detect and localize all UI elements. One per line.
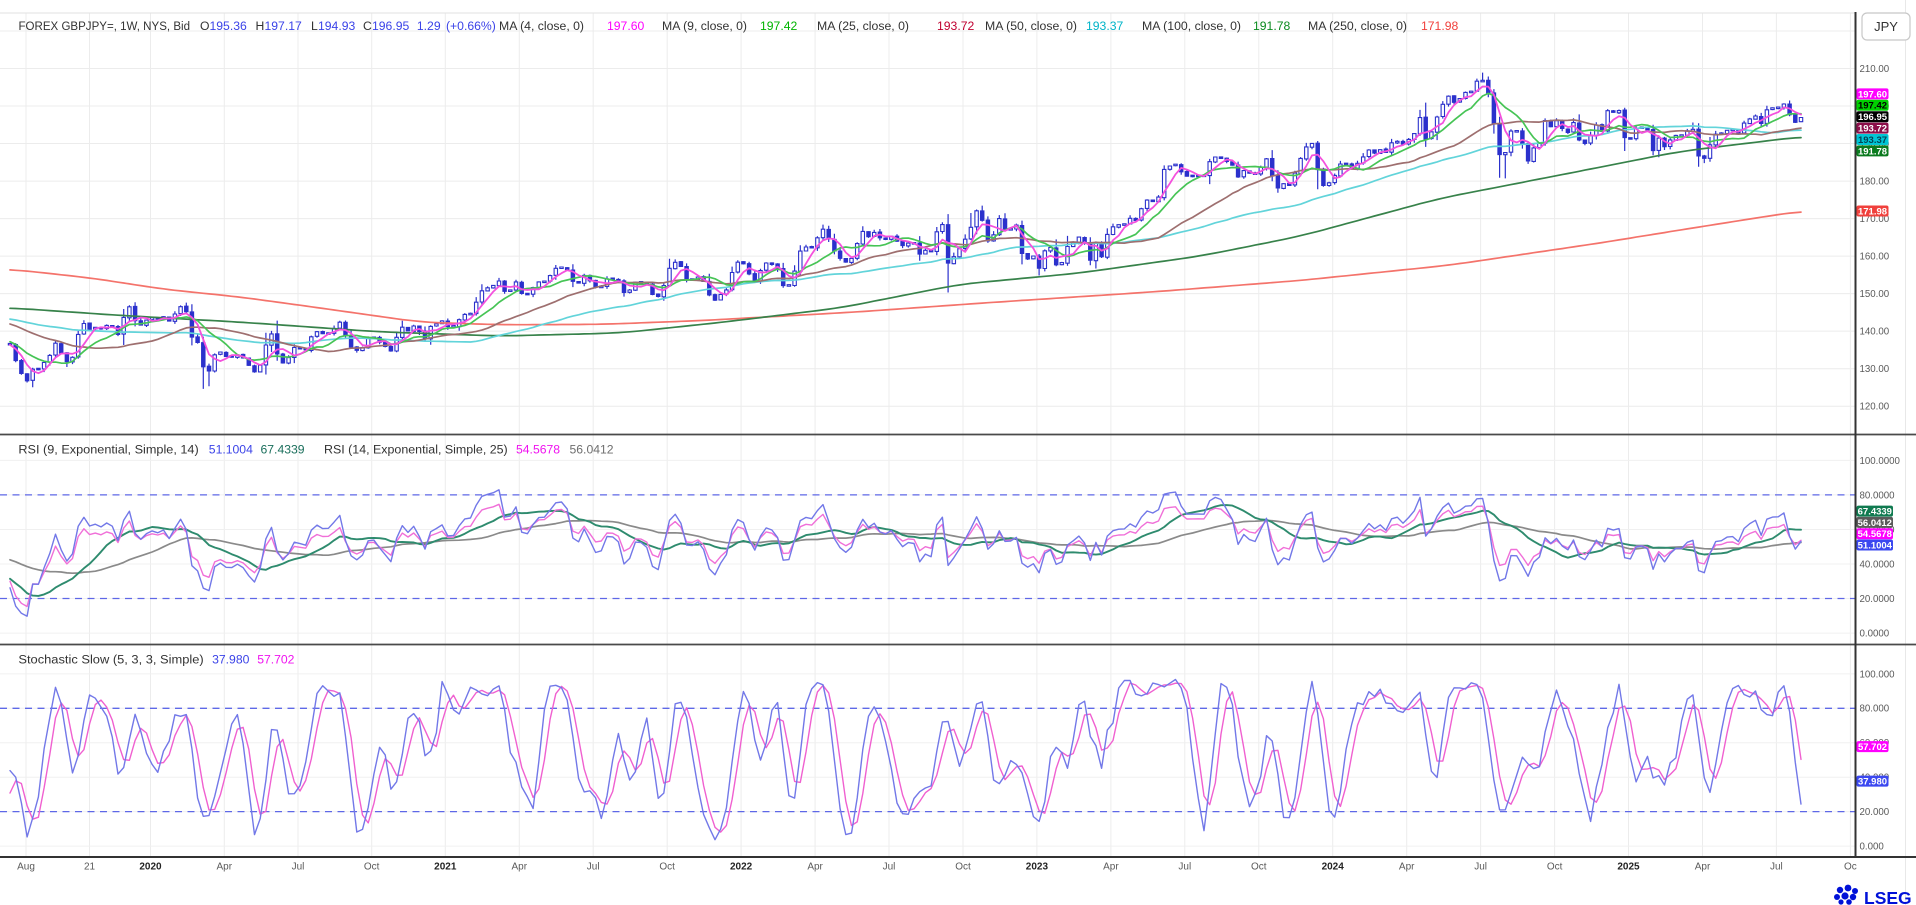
svg-text:56.0412: 56.0412 — [570, 443, 614, 457]
svg-text:193.72: 193.72 — [1858, 124, 1887, 135]
svg-text:37.980: 37.980 — [212, 653, 249, 667]
svg-text:180.00: 180.00 — [1860, 177, 1890, 188]
svg-text:Apr: Apr — [807, 862, 823, 873]
svg-text:2022: 2022 — [730, 862, 753, 873]
svg-text:C: C — [363, 19, 372, 33]
svg-text:191.78: 191.78 — [1858, 146, 1887, 157]
svg-text:51.1004: 51.1004 — [209, 443, 253, 457]
svg-text:Oct: Oct — [659, 862, 675, 873]
svg-text:0.000: 0.000 — [1860, 842, 1885, 853]
svg-text:197.60: 197.60 — [1858, 89, 1887, 100]
svg-text:57.702: 57.702 — [1858, 742, 1887, 753]
svg-text:Jul: Jul — [883, 862, 896, 873]
svg-text:2023: 2023 — [1026, 862, 1049, 873]
svg-text:Jul: Jul — [1474, 862, 1487, 873]
svg-text:MA (9, close, 0): MA (9, close, 0) — [662, 19, 747, 33]
svg-text:197.60: 197.60 — [607, 19, 644, 33]
svg-text:160.00: 160.00 — [1860, 252, 1890, 263]
svg-text:193.37: 193.37 — [1086, 19, 1123, 33]
svg-text:Oct: Oct — [364, 862, 380, 873]
svg-text:193.72: 193.72 — [937, 19, 974, 33]
svg-text:40.0000: 40.0000 — [1860, 559, 1896, 570]
svg-text:54.5678: 54.5678 — [516, 443, 560, 457]
svg-text:2021: 2021 — [434, 862, 457, 873]
svg-text:120.00: 120.00 — [1860, 402, 1890, 413]
svg-text:197.42: 197.42 — [760, 19, 797, 33]
svg-text:RSI (14, Exponential, Simple,: RSI (14, Exponential, Simple, 25) — [324, 443, 508, 457]
svg-text:Jul: Jul — [1770, 862, 1783, 873]
svg-text:171.98: 171.98 — [1421, 19, 1458, 33]
svg-text:20.0000: 20.0000 — [1860, 594, 1896, 605]
svg-text:Apr: Apr — [1695, 862, 1711, 873]
svg-text:191.78: 191.78 — [1253, 19, 1290, 33]
svg-text:Apr: Apr — [217, 862, 233, 873]
svg-text:MA (100, close, 0): MA (100, close, 0) — [1142, 19, 1241, 33]
svg-text:130.00: 130.00 — [1860, 364, 1890, 375]
svg-text:Apr: Apr — [1103, 862, 1119, 873]
svg-text:54.5678: 54.5678 — [1858, 529, 1892, 540]
svg-text:FOREX GBPJPY=, 1W, NYS, Bid: FOREX GBPJPY=, 1W, NYS, Bid — [19, 19, 191, 33]
svg-text:193.37: 193.37 — [1858, 135, 1887, 146]
svg-text:Aug: Aug — [17, 862, 35, 873]
svg-text:100.000: 100.000 — [1860, 669, 1896, 680]
svg-text:21: 21 — [84, 862, 96, 873]
svg-text:Apr: Apr — [512, 862, 528, 873]
svg-text:Apr: Apr — [1399, 862, 1415, 873]
svg-text:0.0000: 0.0000 — [1860, 629, 1890, 640]
svg-text:57.702: 57.702 — [257, 653, 294, 667]
svg-text:H: H — [256, 19, 265, 33]
svg-text:Oct: Oct — [1547, 862, 1563, 873]
svg-text:171.98: 171.98 — [1858, 206, 1887, 217]
svg-text:80.000: 80.000 — [1860, 704, 1890, 715]
svg-text:Oct: Oct — [1251, 862, 1267, 873]
svg-text:197.42: 197.42 — [1858, 101, 1887, 112]
svg-text:197.17: 197.17 — [265, 19, 302, 33]
svg-text:210.00: 210.00 — [1860, 64, 1890, 75]
svg-text:2025: 2025 — [1617, 862, 1640, 873]
svg-text:MA (50, close, 0): MA (50, close, 0) — [985, 19, 1077, 33]
svg-text:67.4339: 67.4339 — [1858, 507, 1892, 518]
svg-text:195.36: 195.36 — [210, 19, 247, 33]
svg-text:150.00: 150.00 — [1860, 289, 1890, 300]
svg-text:2020: 2020 — [139, 862, 162, 873]
svg-text:80.0000: 80.0000 — [1860, 490, 1896, 501]
svg-text:Jul: Jul — [292, 862, 305, 873]
svg-text:196.95: 196.95 — [372, 19, 409, 33]
svg-text:RSI (9, Exponential, Simple, 1: RSI (9, Exponential, Simple, 14) — [18, 443, 198, 457]
svg-text:20.000: 20.000 — [1860, 807, 1890, 818]
svg-text:56.0412: 56.0412 — [1858, 518, 1892, 529]
svg-text:1.29: 1.29 — [417, 19, 441, 33]
svg-text:194.93: 194.93 — [318, 19, 355, 33]
svg-text:2024: 2024 — [1322, 862, 1345, 873]
svg-text:170.00: 170.00 — [1860, 214, 1890, 225]
svg-text:Jul: Jul — [1178, 862, 1191, 873]
svg-text:O: O — [200, 19, 209, 33]
svg-text:JPY: JPY — [1874, 19, 1898, 34]
svg-text:LSEG: LSEG — [1864, 888, 1912, 905]
svg-text:140.00: 140.00 — [1860, 327, 1890, 338]
svg-text:67.4339: 67.4339 — [261, 443, 305, 457]
svg-text:Oc: Oc — [1844, 862, 1857, 873]
svg-text:37.980: 37.980 — [1858, 777, 1887, 788]
svg-text:Jul: Jul — [587, 862, 600, 873]
svg-text:MA (250, close, 0): MA (250, close, 0) — [1308, 19, 1407, 33]
svg-text:100.0000: 100.0000 — [1860, 456, 1901, 467]
svg-text:L: L — [311, 19, 318, 33]
svg-text:MA (4, close, 0): MA (4, close, 0) — [499, 19, 584, 33]
svg-text:MA (25, close, 0): MA (25, close, 0) — [817, 19, 909, 33]
svg-text:51.1004: 51.1004 — [1858, 540, 1893, 551]
svg-text:Oct: Oct — [955, 862, 971, 873]
svg-text:196.95: 196.95 — [1858, 112, 1888, 123]
svg-text:(+0.66%): (+0.66%) — [446, 19, 496, 33]
svg-text:Stochastic Slow (5, 3, 3, Simp: Stochastic Slow (5, 3, 3, Simple) — [18, 653, 203, 667]
